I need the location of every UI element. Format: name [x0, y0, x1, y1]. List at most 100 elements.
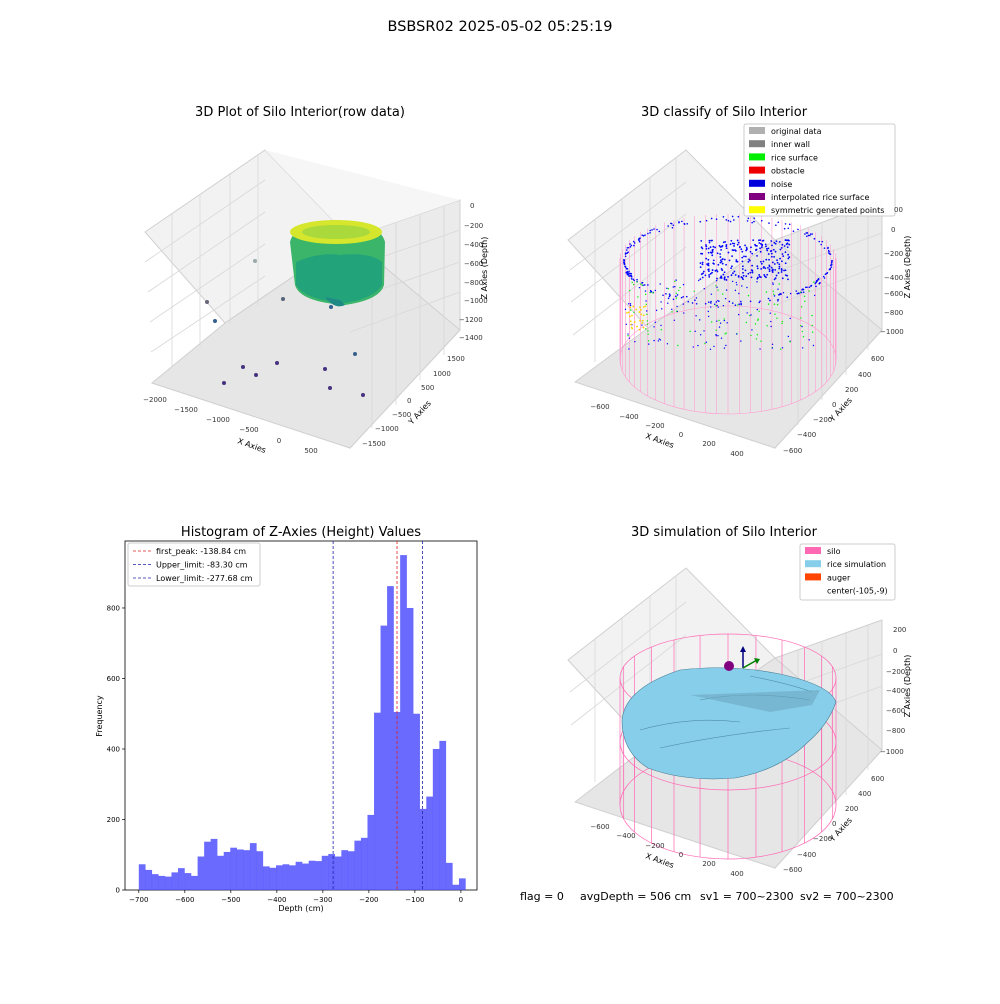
panel2-noise-point — [788, 243, 791, 246]
panel2-noise-point — [771, 268, 774, 271]
panel2-noise-point — [828, 253, 831, 255]
histogram-bar — [458, 878, 466, 890]
panel2-noise-point — [784, 269, 787, 272]
panel2-noise-point — [642, 235, 645, 237]
panel2-noise-point — [728, 259, 731, 262]
panel2-noise-point — [823, 277, 826, 279]
panel2-noise-point — [719, 253, 721, 255]
panel3-ztick: −600 — [886, 707, 905, 715]
panel2-noise-point — [760, 262, 763, 265]
panel2-surface-point — [777, 288, 779, 290]
panel2-noise-point — [682, 296, 684, 298]
panel2-noise-point — [733, 245, 735, 247]
panel2-surface-point — [707, 310, 710, 313]
panel2-noise-point — [700, 273, 703, 276]
panel2-noise-point — [708, 274, 711, 276]
panel2-noise-point — [756, 254, 758, 257]
panel2-noise-point — [816, 279, 818, 282]
panel2-symmetric-point — [638, 328, 641, 331]
panel2-noise-point — [699, 220, 702, 223]
panel2-noise-point — [641, 234, 644, 236]
panel2-surface-point — [645, 303, 647, 306]
footer-sv2: sv2 = 700~2300 — [800, 890, 894, 903]
panel3-ztick: 0 — [893, 647, 897, 655]
panel2-noise-point — [783, 227, 786, 230]
panel2-noise-point — [626, 270, 629, 273]
panel2-noise-point — [781, 253, 784, 255]
panel2-surface-point — [677, 344, 679, 347]
panel2-noise-point — [719, 259, 722, 262]
panel2-noise-point — [758, 242, 761, 244]
panel2-surface-point — [672, 286, 674, 288]
panel2-surface-point — [804, 300, 806, 303]
panel2-noise-point — [629, 246, 632, 248]
panel1-point — [205, 300, 209, 304]
panel2-symmetric-point — [627, 311, 630, 314]
panel2-noise-point — [695, 302, 698, 305]
panel1-xtick: −2000 — [143, 396, 167, 404]
panel2-noise-point — [707, 262, 710, 265]
panel2-legend-label: obstacle — [771, 167, 805, 176]
panel2-surface-point — [734, 289, 737, 292]
panel2-legend-swatch — [749, 179, 765, 187]
panel2-surface-point — [735, 281, 738, 284]
panel2-surface-point — [813, 294, 816, 297]
panel2-surface-point — [648, 343, 650, 345]
panel2-surface-point — [756, 308, 758, 311]
panel2-noise-point — [623, 260, 625, 262]
panel2-noise-point — [721, 258, 724, 261]
panel2-noise-point — [767, 297, 770, 300]
panel2-noise-point — [784, 251, 787, 254]
panel2-surface-point — [645, 300, 647, 302]
panel2-noise-point — [778, 263, 781, 266]
panel2-noise-point — [701, 263, 704, 266]
panel2-surface-point — [736, 284, 738, 286]
footer-flag: flag = 0 — [520, 890, 564, 903]
panel2-noise-point — [760, 276, 762, 279]
panel2-surface-point — [787, 335, 790, 338]
panel2-noise-point — [699, 278, 702, 281]
panel1-ztick: −600 — [464, 260, 483, 268]
histogram-bar — [302, 863, 309, 890]
status-footer: flag = 0 avgDepth = 506 cm sv1 = 700~230… — [520, 890, 894, 903]
panel2-legend-label: original data — [771, 127, 822, 136]
panel2-noise-point — [778, 240, 781, 243]
histogram-bar — [151, 874, 159, 890]
panel2-noise-point — [746, 220, 749, 222]
panel2-noise-point — [638, 238, 641, 240]
panel2-surface-point — [661, 308, 663, 310]
panel2-noise-point — [744, 269, 747, 272]
panel2-noise-point — [780, 271, 783, 273]
panel2-surface-point — [709, 348, 712, 350]
panel3-xtick: 200 — [702, 860, 715, 868]
panel2-noise-point — [748, 258, 750, 261]
panel2-noise-point — [649, 231, 651, 234]
panel2-surface-point — [629, 304, 632, 307]
histogram-yticks: 0 200 400 600 800 — [107, 604, 125, 895]
histogram-bar — [328, 854, 336, 890]
panel2-symmetric-point — [630, 326, 633, 329]
panel2-surface-point — [779, 292, 781, 295]
panel2-surface-point — [782, 292, 785, 294]
panel2-surface-point — [694, 330, 696, 333]
panel2-surface-point — [769, 312, 772, 314]
panel2-noise-point — [829, 267, 832, 270]
panel-simulation: 3D simulation of Silo Interior — [567, 525, 912, 878]
panel2-surface-point — [801, 325, 803, 328]
panel2-noise-point — [725, 219, 728, 221]
panel2-noise-point — [729, 220, 732, 223]
panel3-legend: silo rice simulation auger center(-105,-9) — [799, 543, 896, 601]
panel2-legend-swatch — [749, 193, 765, 200]
panel2-noise-point — [632, 278, 635, 281]
panel2-surface-point — [695, 315, 697, 317]
panel1-ytick: −1000 — [375, 425, 399, 433]
panel2-surface-point — [736, 333, 738, 335]
panel2-noise-point — [745, 246, 748, 249]
panel2-surface-point — [724, 297, 727, 300]
panel2-ztick: −1000 — [880, 328, 904, 336]
histogram-bar — [223, 851, 231, 890]
panel1-ztick: −1000 — [464, 297, 488, 305]
panel2-noise-point — [687, 300, 690, 303]
panel2-noise-point — [806, 235, 808, 238]
panel2-xtick: −600 — [590, 403, 609, 411]
